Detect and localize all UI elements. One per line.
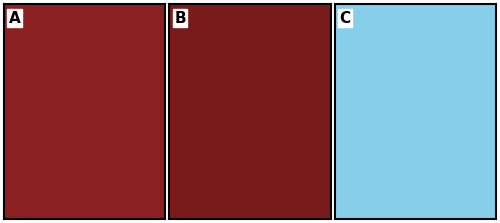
Text: A: A [9, 11, 20, 26]
Text: B: B [174, 11, 186, 26]
Text: C: C [340, 11, 350, 26]
